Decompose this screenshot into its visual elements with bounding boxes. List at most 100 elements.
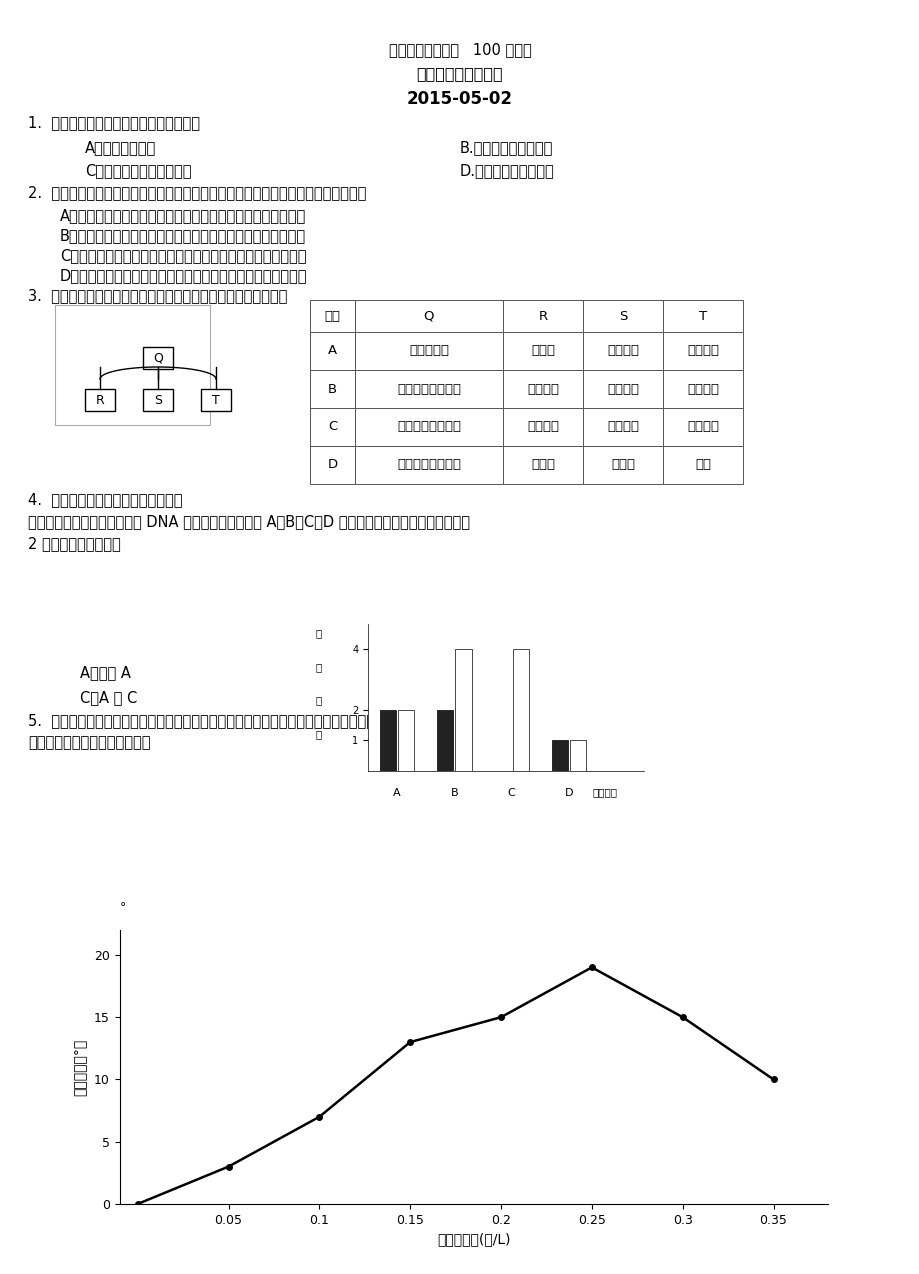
- Bar: [663, 299, 743, 333]
- Text: 4.  下图表示人体一个细胞分裂时，细: 4. 下图表示人体一个细胞分裂时，细: [28, 492, 182, 507]
- Text: 相: 相: [315, 628, 322, 638]
- Text: D: D: [327, 459, 337, 471]
- Text: 间接价值: 间接价值: [607, 420, 639, 433]
- Bar: [55, 304, 210, 426]
- Bar: [310, 299, 355, 333]
- Bar: [503, 446, 583, 484]
- Bar: [355, 299, 503, 333]
- Bar: [583, 408, 663, 446]
- Bar: [583, 369, 663, 408]
- Text: 量: 量: [315, 729, 322, 739]
- Bar: [200, 389, 231, 412]
- Bar: [663, 333, 743, 369]
- Text: A．只有 A: A．只有 A: [80, 665, 130, 680]
- Bar: [142, 347, 173, 369]
- Bar: [583, 333, 663, 369]
- Text: B: B: [450, 787, 458, 798]
- Text: 核仁: 核仁: [694, 459, 710, 471]
- Bar: [583, 446, 663, 484]
- Text: R: R: [538, 310, 547, 322]
- Text: 果如下图。图中数据不能说明：: 果如下图。图中数据不能说明：: [28, 735, 151, 750]
- Text: 中心体: 中心体: [610, 459, 634, 471]
- Bar: [85, 389, 115, 412]
- Text: 分裂时期: 分裂时期: [592, 787, 617, 798]
- Text: Q: Q: [424, 310, 434, 322]
- Text: T: T: [698, 310, 707, 322]
- Text: 主动运输: 主动运输: [607, 382, 639, 395]
- Text: B: B: [327, 382, 336, 395]
- Text: 5.  小李同学改变放置在胚芽鞘切面一侧的琼脂块中的生长素浓度，测定胚芽鞘弯曲生长的角度，结: 5. 小李同学改变放置在胚芽鞘切面一侧的琼脂块中的生长素浓度，测定胚芽鞘弯曲生长…: [28, 713, 418, 727]
- Bar: [355, 369, 503, 408]
- Bar: [551, 740, 568, 771]
- Bar: [310, 446, 355, 484]
- Bar: [310, 369, 355, 408]
- Text: °: °: [119, 901, 126, 913]
- Bar: [583, 299, 663, 333]
- Text: 1.  生长激素和质粒的基本组成单位分别是: 1. 生长激素和质粒的基本组成单位分别是: [28, 115, 199, 130]
- Bar: [503, 333, 583, 369]
- Text: 被动运输: 被动运输: [527, 382, 559, 395]
- Bar: [355, 446, 503, 484]
- Text: 普宁二中七校交流题: 普宁二中七校交流题: [416, 66, 503, 82]
- Bar: [503, 408, 583, 446]
- Text: 自由扩散: 自由扩散: [686, 382, 719, 395]
- Text: 生物膜系统: 生物膜系统: [409, 344, 448, 358]
- Bar: [310, 408, 355, 446]
- Bar: [355, 408, 503, 446]
- Text: S: S: [153, 394, 162, 406]
- Text: B.氨基酸和脱氧核苷酸: B.氨基酸和脱氧核苷酸: [460, 140, 552, 155]
- Text: 胞核中染色体数（有阴影）和 DNA 分子数（无阴影）在 A、B、C、D 四个时期的统计数据。则可能含有: 胞核中染色体数（有阴影）和 DNA 分子数（无阴影）在 A、B、C、D 四个时期…: [28, 513, 470, 529]
- Text: A．哺乳动物红细胞的核退化，可为携带氧的血红蛋白腾出空间: A．哺乳动物红细胞的核退化，可为携带氧的血红蛋白腾出空间: [60, 208, 306, 223]
- Bar: [437, 710, 452, 771]
- Text: C．A 和 C: C．A 和 C: [80, 691, 137, 705]
- Bar: [310, 333, 355, 369]
- Text: D: D: [564, 787, 573, 798]
- Bar: [663, 446, 743, 484]
- Text: 选项: 选项: [324, 310, 340, 322]
- Bar: [142, 389, 173, 412]
- Text: 2015-05-02: 2015-05-02: [406, 90, 513, 108]
- Bar: [355, 333, 503, 369]
- Text: S: S: [618, 310, 627, 322]
- Text: D．A 和 B 和 C: D．A 和 B 和 C: [439, 691, 526, 705]
- Text: T: T: [212, 394, 220, 406]
- Text: 免费在线作业标准   100 分答案: 免费在线作业标准 100 分答案: [388, 42, 531, 57]
- Text: 含: 含: [315, 696, 322, 706]
- Text: 细胞膜: 细胞膜: [530, 344, 554, 358]
- Text: Q: Q: [153, 352, 163, 364]
- Text: D.氨基酸和核糖核苷酸: D.氨基酸和核糖核苷酸: [460, 163, 554, 178]
- X-axis label: 生长素浓度(毫/L): 生长素浓度(毫/L): [437, 1232, 510, 1246]
- Text: 3.  右侧表格各选项中概念之间的关系，可用左图来准确表示的是: 3. 右侧表格各选项中概念之间的关系，可用左图来准确表示的是: [28, 288, 287, 303]
- Text: 生态功能: 生态功能: [686, 420, 719, 433]
- Text: 细胞跨膜运输方式: 细胞跨膜运输方式: [397, 382, 460, 395]
- Text: A．固醇和氨基酸: A．固醇和氨基酸: [85, 140, 156, 155]
- Text: R: R: [96, 394, 104, 406]
- Text: 非膜性结构细胞器: 非膜性结构细胞器: [397, 459, 460, 471]
- Text: 直接价值: 直接价值: [527, 420, 559, 433]
- Bar: [398, 710, 414, 771]
- Text: 细胞器膜: 细胞器膜: [607, 344, 639, 358]
- Text: 对: 对: [315, 662, 322, 671]
- Y-axis label: 弯曲角度（°）: 弯曲角度（°）: [73, 1038, 87, 1096]
- Text: C: C: [327, 420, 336, 433]
- Text: 核糖体: 核糖体: [530, 459, 554, 471]
- Text: C．咧嗪乙酸和脱氧核苷酸: C．咧嗪乙酸和脱氧核苷酸: [85, 163, 191, 178]
- Text: 2.  结构与功能的统一性是生物学的基本观点之一。以下叙述中不能支持这一观点的是: 2. 结构与功能的统一性是生物学的基本观点之一。以下叙述中不能支持这一观点的是: [28, 185, 366, 200]
- Text: B．分生区细胞的特点是核大、体积小，且具有旺盛的分裂能力: B．分生区细胞的特点是核大、体积小，且具有旺盛的分裂能力: [60, 228, 306, 243]
- Text: 生物多样性的价值: 生物多样性的价值: [397, 420, 460, 433]
- Text: A: A: [327, 344, 336, 358]
- Bar: [455, 648, 471, 771]
- Bar: [663, 369, 743, 408]
- Text: A: A: [392, 787, 400, 798]
- Text: C．癌细胞突变出原癌基因和抑癌基因，细胞的生长和分裂失控: C．癌细胞突变出原癌基因和抑癌基因，细胞的生长和分裂失控: [60, 248, 306, 262]
- Bar: [513, 648, 528, 771]
- Bar: [570, 740, 586, 771]
- Bar: [380, 710, 395, 771]
- Text: 2 个染色体组的时期是: 2 个染色体组的时期是: [28, 536, 120, 550]
- Text: C: C: [507, 787, 515, 798]
- Text: B．A 和 B: B．A 和 B: [439, 665, 496, 680]
- Bar: [503, 299, 583, 333]
- Text: 细胞核膜: 细胞核膜: [686, 344, 719, 358]
- Bar: [503, 369, 583, 408]
- Bar: [663, 408, 743, 446]
